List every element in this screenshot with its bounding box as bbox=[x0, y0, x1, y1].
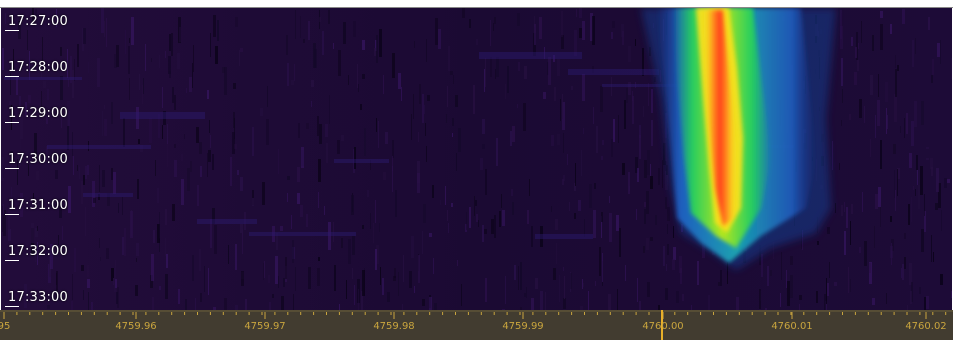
freq-label: 4759.96 bbox=[115, 321, 157, 332]
time-tick bbox=[5, 214, 19, 215]
freq-label: 4759.98 bbox=[373, 321, 415, 332]
top-border bbox=[0, 7, 953, 8]
time-tick bbox=[5, 30, 19, 31]
time-label: 17:32:00 bbox=[8, 244, 68, 259]
time-label: 17:31:00 bbox=[8, 198, 68, 213]
noise-texture bbox=[1, 8, 952, 310]
time-label: 17:29:00 bbox=[8, 106, 68, 121]
freq-label: 95 bbox=[0, 321, 11, 332]
time-label: 17:33:00 bbox=[8, 290, 68, 305]
time-label: 17:28:00 bbox=[8, 60, 68, 75]
time-tick bbox=[5, 168, 19, 169]
freq-label: 4760.00 bbox=[642, 321, 684, 332]
time-tick bbox=[5, 260, 19, 261]
waterfall-display[interactable]: 17:27:00 17:28:00 17:29:00 17:30:00 17:3… bbox=[1, 8, 952, 310]
freq-label: 4760.01 bbox=[771, 321, 813, 332]
frequency-ticks bbox=[0, 310, 953, 340]
time-label: 17:27:00 bbox=[8, 14, 68, 29]
time-tick bbox=[5, 122, 19, 123]
freq-label: 4760.02 bbox=[905, 321, 947, 332]
frequency-axis[interactable]: 95 4759.96 4759.97 4759.98 4759.99 4760.… bbox=[0, 310, 953, 340]
waterfall-canvas bbox=[1, 8, 952, 310]
time-tick bbox=[5, 76, 19, 77]
freq-label: 4759.97 bbox=[244, 321, 286, 332]
time-tick bbox=[5, 306, 19, 307]
signal-trace bbox=[641, 8, 836, 270]
freq-label: 4759.99 bbox=[502, 321, 544, 332]
time-label: 17:30:00 bbox=[8, 152, 68, 167]
